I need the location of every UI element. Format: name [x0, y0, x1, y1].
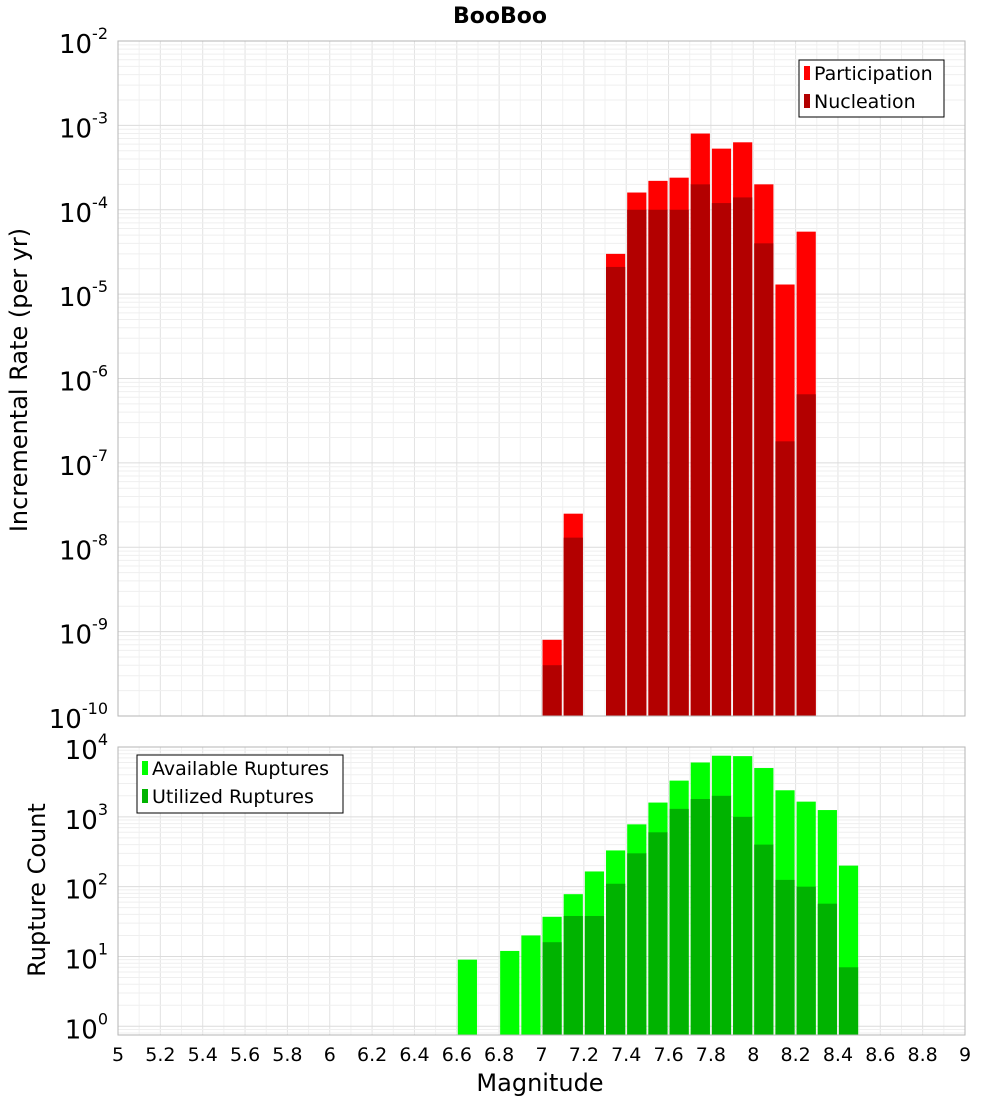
bottom-bars: [457, 755, 859, 1035]
x-tick-label: 5: [112, 1044, 124, 1066]
bottom-y-tick-label: 100: [65, 1009, 108, 1045]
top-legend: Participation Nucleation: [798, 59, 945, 118]
x-tick-label: 5.2: [145, 1044, 175, 1066]
top-y-tick-label: 10-6: [59, 362, 108, 398]
bottom-y-tick-label: 101: [65, 939, 108, 975]
bottom-y-tick-label: 104: [65, 730, 108, 766]
chart-title: BooBoo: [453, 4, 547, 29]
participation-nucleation-plot: 10-10 10-9 10-8 10-7 10-6 10-5 10-4 10-3 10-2 Par…: [49, 24, 966, 735]
bottom-bar-utilized-ruptures: [733, 816, 753, 1035]
bottom-bar-utilized-ruptures: [563, 915, 583, 1035]
x-tick-labels: 5 5.2 5.4 5.6 5.8 6 6.2 6.4 6.6 6.8 7 7.2 7.4 7.6 7.8 8…: [112, 1044, 971, 1066]
top-y-tick-label: 10-9: [59, 615, 108, 651]
top-bar-nucleation: [733, 197, 753, 717]
bottom-bar-available-ruptures: [500, 950, 520, 1035]
x-tick-label: 8.4: [823, 1044, 853, 1066]
x-tick-label: 5.8: [272, 1044, 302, 1066]
bottom-legend-label: Available Ruptures: [152, 758, 329, 780]
bottom-bar-utilized-ruptures: [648, 832, 668, 1035]
bottom-bar-utilized-ruptures: [669, 808, 689, 1035]
x-tick-label: 6: [324, 1044, 336, 1066]
top-bar-nucleation: [648, 209, 668, 716]
top-bar-nucleation: [542, 665, 562, 716]
bottom-bar-available-ruptures: [521, 935, 541, 1035]
top-y-tick-label: 10-5: [59, 277, 108, 313]
x-tick-label: 7.6: [653, 1044, 683, 1066]
bottom-legend: Available Ruptures Utilized Ruptures: [136, 754, 344, 814]
top-bar-nucleation: [711, 203, 732, 716]
bottom-bar-utilized-ruptures: [796, 886, 816, 1035]
x-tick-label: 7.8: [696, 1044, 726, 1066]
bottom-legend-swatch: [142, 789, 148, 803]
top-bar-nucleation: [796, 394, 816, 716]
top-legend-box: [798, 59, 945, 118]
top-y-tick-label: 10-10: [49, 699, 108, 735]
x-tick-label: 7.4: [611, 1044, 641, 1066]
top-bar-nucleation: [606, 266, 626, 716]
top-bar-nucleation: [669, 209, 689, 716]
top-bar-nucleation: [775, 441, 795, 716]
top-bar-nucleation: [754, 243, 774, 717]
top-y-tick-label: 10-3: [59, 108, 108, 144]
top-bar-nucleation: [627, 209, 647, 716]
bottom-bar-utilized-ruptures: [584, 915, 605, 1035]
top-plot-border: [117, 40, 966, 717]
x-tick-label: 7: [535, 1044, 547, 1066]
top-y-tick-label: 10-2: [59, 24, 108, 60]
bottom-bar-available-ruptures: [457, 959, 477, 1035]
top-bar-nucleation: [690, 184, 710, 717]
x-tick-label: 6.6: [442, 1044, 472, 1066]
top-y-tick-label: 10-7: [59, 446, 108, 482]
bottom-plot-border: [117, 746, 966, 1036]
x-tick-label: 6.4: [399, 1044, 429, 1066]
bottom-bar-utilized-ruptures: [690, 798, 710, 1035]
bottom-bar-utilized-ruptures: [606, 883, 626, 1035]
x-tick-label: 5.6: [230, 1044, 260, 1066]
bottom-legend-label: Utilized Ruptures: [152, 786, 314, 808]
rupture-count-plot: 100 101 102 103 104 Available Ruptures Utilize…: [65, 730, 966, 1045]
bottom-legend-box: [136, 754, 344, 814]
bottom-bar-utilized-ruptures: [711, 795, 732, 1035]
x-tick-label: 8.2: [780, 1044, 810, 1066]
bottom-y-axis-title: Rupture Count: [23, 803, 51, 977]
x-tick-label: 8: [747, 1044, 759, 1066]
x-tick-label: 6.8: [484, 1044, 514, 1066]
bottom-legend-swatch: [142, 761, 148, 775]
bottom-bar-utilized-ruptures: [838, 967, 859, 1035]
bottom-bar-utilized-ruptures: [754, 844, 774, 1035]
x-tick-label: 9: [959, 1044, 971, 1066]
x-tick-label: 8.8: [908, 1044, 938, 1066]
x-tick-label: 6.2: [357, 1044, 387, 1066]
top-y-axis-title: Incremental Rate (per yr): [5, 228, 33, 532]
bottom-bar-utilized-ruptures: [817, 903, 837, 1035]
top-legend-swatch: [804, 66, 810, 80]
top-legend-label: Nucleation: [814, 91, 916, 113]
x-tick-label: 8.6: [865, 1044, 895, 1066]
x-axis-title: Magnitude: [476, 1069, 603, 1097]
top-y-tick-label: 10-4: [59, 193, 108, 229]
top-grid: [117, 40, 966, 717]
top-bar-nucleation: [563, 537, 583, 716]
bottom-y-tick-label: 102: [65, 870, 108, 906]
x-tick-label: 5.4: [188, 1044, 218, 1066]
bottom-y-tick-label: 103: [65, 800, 108, 836]
x-tick-label: 7.2: [569, 1044, 599, 1066]
top-bars: [542, 133, 816, 717]
top-legend-label: Participation: [814, 63, 933, 85]
bottom-bar-utilized-ruptures: [627, 853, 647, 1035]
bottom-bar-utilized-ruptures: [542, 942, 562, 1035]
top-legend-swatch: [804, 94, 810, 108]
bottom-bar-utilized-ruptures: [775, 879, 795, 1035]
top-y-tick-label: 10-8: [59, 530, 108, 566]
